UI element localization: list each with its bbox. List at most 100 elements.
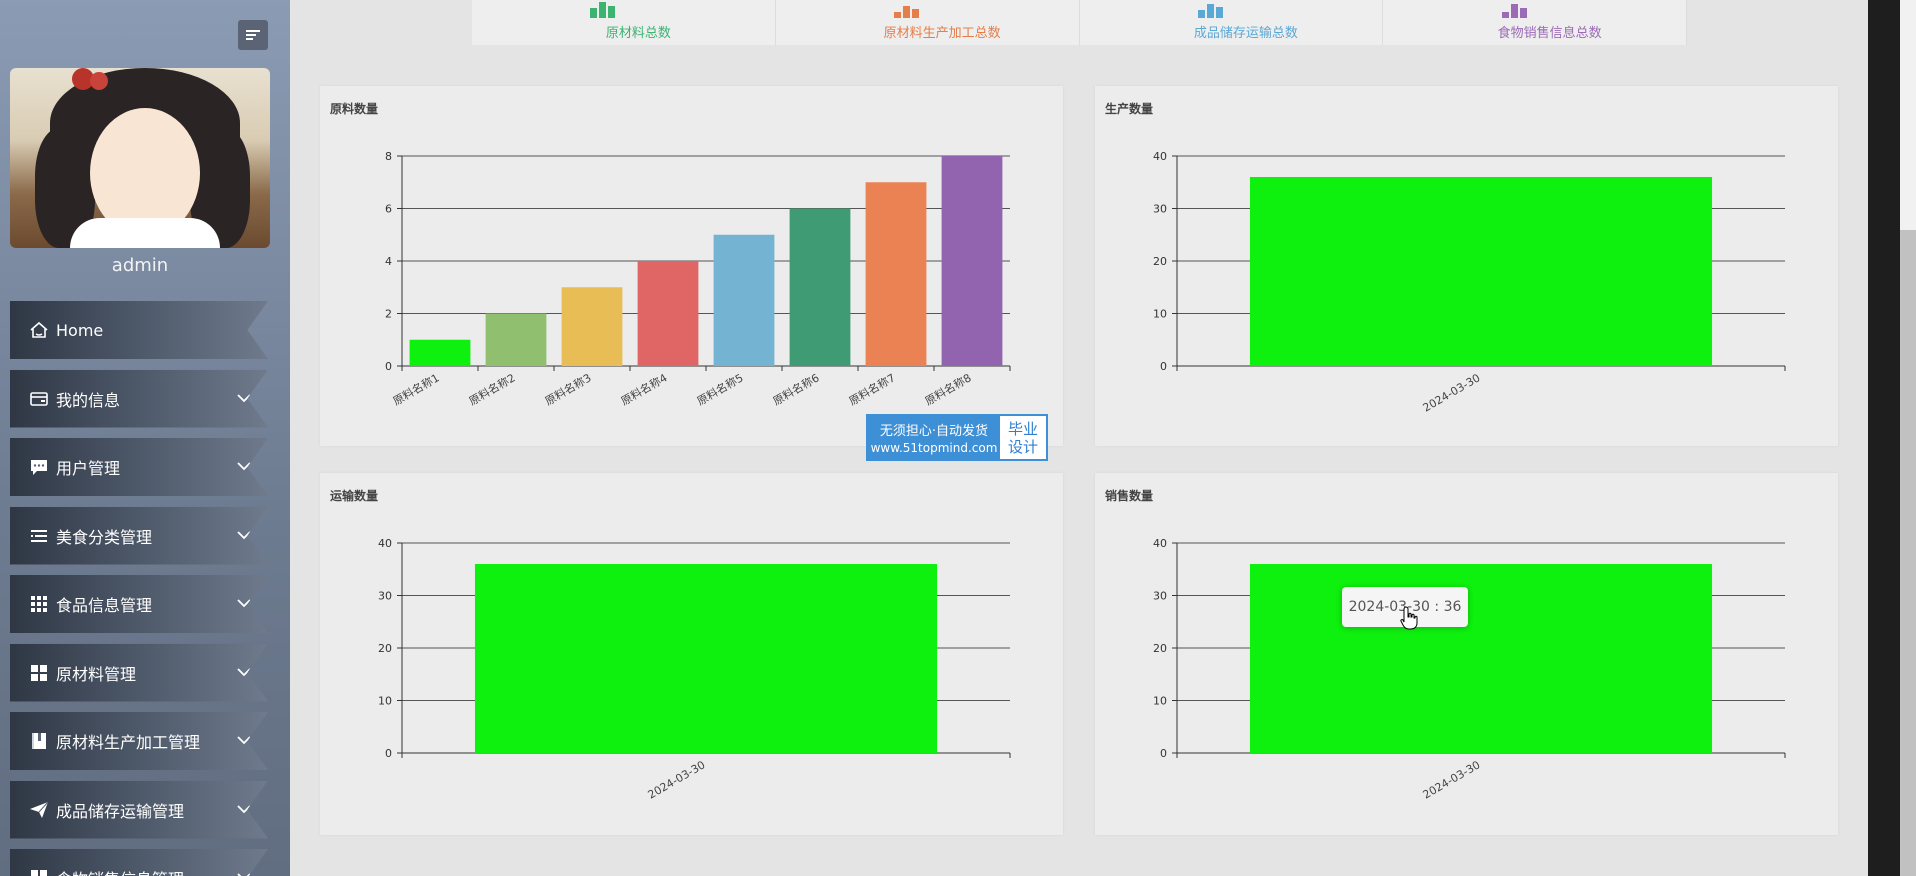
watermark-right: 毕业 设计 <box>1000 416 1046 459</box>
sidebar-item-3[interactable]: 美食分类管理 <box>10 506 268 565</box>
sidebar-item-label: 我的信息 <box>56 390 121 410</box>
sidebar-item-label: 美食分类管理 <box>56 527 153 547</box>
book-icon <box>28 730 50 752</box>
x-tick-label: 原料名称2 <box>466 370 517 408</box>
watermark-left: 无须担心·自动发货 www.51topmind.com <box>868 416 1000 459</box>
bar[interactable] <box>409 339 471 366</box>
sidebar-item-6[interactable]: 原材料生产加工管理 <box>10 712 268 770</box>
y-tick-label: 30 <box>1153 590 1167 603</box>
sidebar: admin Home 我的信息用户管理美食分类管理食品信息管理 原材料管理原材料生产… <box>0 0 290 876</box>
stat-label: 原材料生产加工总数 <box>883 26 1001 41</box>
chevron-down-icon <box>235 389 253 407</box>
chevron-down-icon <box>235 800 253 818</box>
menu-icon <box>246 30 260 40</box>
y-tick-label: 30 <box>1153 203 1167 216</box>
bar-chart-icon <box>894 6 920 18</box>
y-tick-label: 10 <box>378 695 392 708</box>
sidebar-item-2[interactable]: 用户管理 <box>10 438 268 496</box>
menu-toggle-button[interactable] <box>238 20 268 50</box>
chevron-down-icon <box>235 868 253 876</box>
y-tick-label: 0 <box>385 747 392 760</box>
stat-label: 成品储存运输总数 <box>1193 26 1298 41</box>
chevron-down-icon <box>235 526 253 544</box>
transport-bar-chart: 0 10 20 30 40 2024-03-30 <box>378 537 1011 802</box>
y-tick-label: 8 <box>385 150 392 163</box>
username: admin <box>111 255 169 276</box>
home-icon <box>28 319 50 341</box>
stat-card-3[interactable]: 食物销售信息总数 <box>1383 0 1687 45</box>
y-tick-label: 10 <box>1153 695 1167 708</box>
y-tick-label: 20 <box>1153 255 1167 268</box>
x-tick-label: 原料名称5 <box>694 370 745 408</box>
card-icon <box>28 388 50 410</box>
watermark-right1: 毕业 <box>1007 419 1038 438</box>
sidebar-item-5[interactable]: 原材料管理 <box>10 643 268 702</box>
watermark-right2: 设计 <box>1007 437 1038 456</box>
y-tick-label: 20 <box>1153 642 1167 655</box>
y-tick-label: 0 <box>1160 360 1167 373</box>
grid-icon <box>28 593 50 615</box>
bar-chart-icon <box>590 2 616 18</box>
y-tick-label: 40 <box>1153 537 1167 550</box>
chart-title: 运输数量 <box>330 489 379 503</box>
y-tick-label: 40 <box>1153 150 1167 163</box>
hand-cursor-icon <box>1400 606 1418 630</box>
x-tick-label: 2024-03-30 <box>646 758 708 801</box>
stat-card-0[interactable]: 原材料总数 <box>472 0 776 45</box>
sidebar-item-4[interactable]: 食品信息管理 <box>10 575 268 633</box>
x-tick-label: 原料名称3 <box>542 370 593 408</box>
stat-card-2[interactable]: 成品储存运输总数 <box>1079 0 1384 45</box>
sidebar-item-0[interactable]: Home <box>10 301 268 359</box>
stats-bar: 原材料总数 原材料生产加工总数 成品储存运输总数 食物销售信息总数 <box>472 0 1687 45</box>
x-tick-label: 原料名称6 <box>770 370 821 408</box>
tiles-icon <box>28 867 50 876</box>
chevron-down-icon <box>235 594 253 612</box>
production-bar-chart: 0 10 20 30 40 2024-03-30 <box>1153 150 1786 415</box>
main-content: 原材料总数 原材料生产加工总数 成品储存运输总数 食物销售信息总数 原料数量 0 2 4 6… <box>290 0 1868 876</box>
bar[interactable] <box>485 313 547 367</box>
stat-card-1[interactable]: 原材料生产加工总数 <box>775 0 1080 45</box>
sidebar-item-8[interactable]: 食物销售信息管理 <box>10 849 268 876</box>
sidebar-item-label: 食物销售信息管理 <box>56 866 184 876</box>
chart-card-production: 生产数量 0 10 20 30 40 2024-03-30 <box>1095 86 1838 446</box>
chat-icon <box>28 456 50 478</box>
chart-title: 销售数量 <box>1105 489 1154 503</box>
y-tick-label: 10 <box>1153 308 1167 321</box>
sidebar-item-label: 原材料生产加工管理 <box>56 733 201 752</box>
bar[interactable] <box>561 287 623 366</box>
y-tick-label: 4 <box>385 255 392 268</box>
chevron-down-icon <box>235 663 253 681</box>
x-tick-label: 原料名称7 <box>846 370 897 408</box>
chart-title: 原料数量 <box>330 102 379 116</box>
bar[interactable] <box>1249 177 1713 366</box>
y-tick-label: 30 <box>378 590 392 603</box>
materials-bar-chart: 0 2 4 6 8 原料名称1 原料名称2 原料名称3 原料名称4 原料名称5 原料名称6 原料名称7… <box>385 150 1011 408</box>
bar[interactable] <box>474 564 938 753</box>
bar[interactable] <box>713 234 775 366</box>
scrollbar-thumb[interactable] <box>1900 230 1916 876</box>
y-tick-label: 0 <box>1160 747 1167 760</box>
x-tick-label: 2024-03-30 <box>1421 758 1483 801</box>
bar[interactable] <box>941 156 1003 366</box>
sidebar-item-label: 用户管理 <box>56 459 121 478</box>
watermark-line1: 无须担心·自动发货 <box>879 424 989 439</box>
bar[interactable] <box>865 182 927 366</box>
scrollbar-gutter <box>1868 0 1900 876</box>
avatar[interactable] <box>10 68 270 248</box>
bar-chart-icon <box>1501 4 1527 18</box>
bar[interactable] <box>637 261 699 366</box>
bar[interactable] <box>789 208 851 367</box>
tiles-icon <box>28 662 50 684</box>
y-tick-label: 6 <box>385 203 392 216</box>
sidebar-item-label: Home <box>56 320 104 340</box>
watermark-banner[interactable]: 无须担心·自动发货 www.51topmind.com 毕业 设计 <box>866 414 1048 461</box>
stat-label: 原材料总数 <box>605 26 671 41</box>
sidebar-item-7[interactable]: 成品储存运输管理 <box>10 780 268 839</box>
bar[interactable] <box>1249 564 1713 753</box>
bar-chart-icon <box>1197 4 1223 18</box>
list-icon <box>28 525 50 547</box>
send-icon <box>28 799 50 821</box>
sidebar-item-1[interactable]: 我的信息 <box>10 369 268 428</box>
chart-title: 生产数量 <box>1105 102 1154 116</box>
sales-bar-chart: 0 10 20 30 40 2024-03-30 <box>1153 537 1786 802</box>
